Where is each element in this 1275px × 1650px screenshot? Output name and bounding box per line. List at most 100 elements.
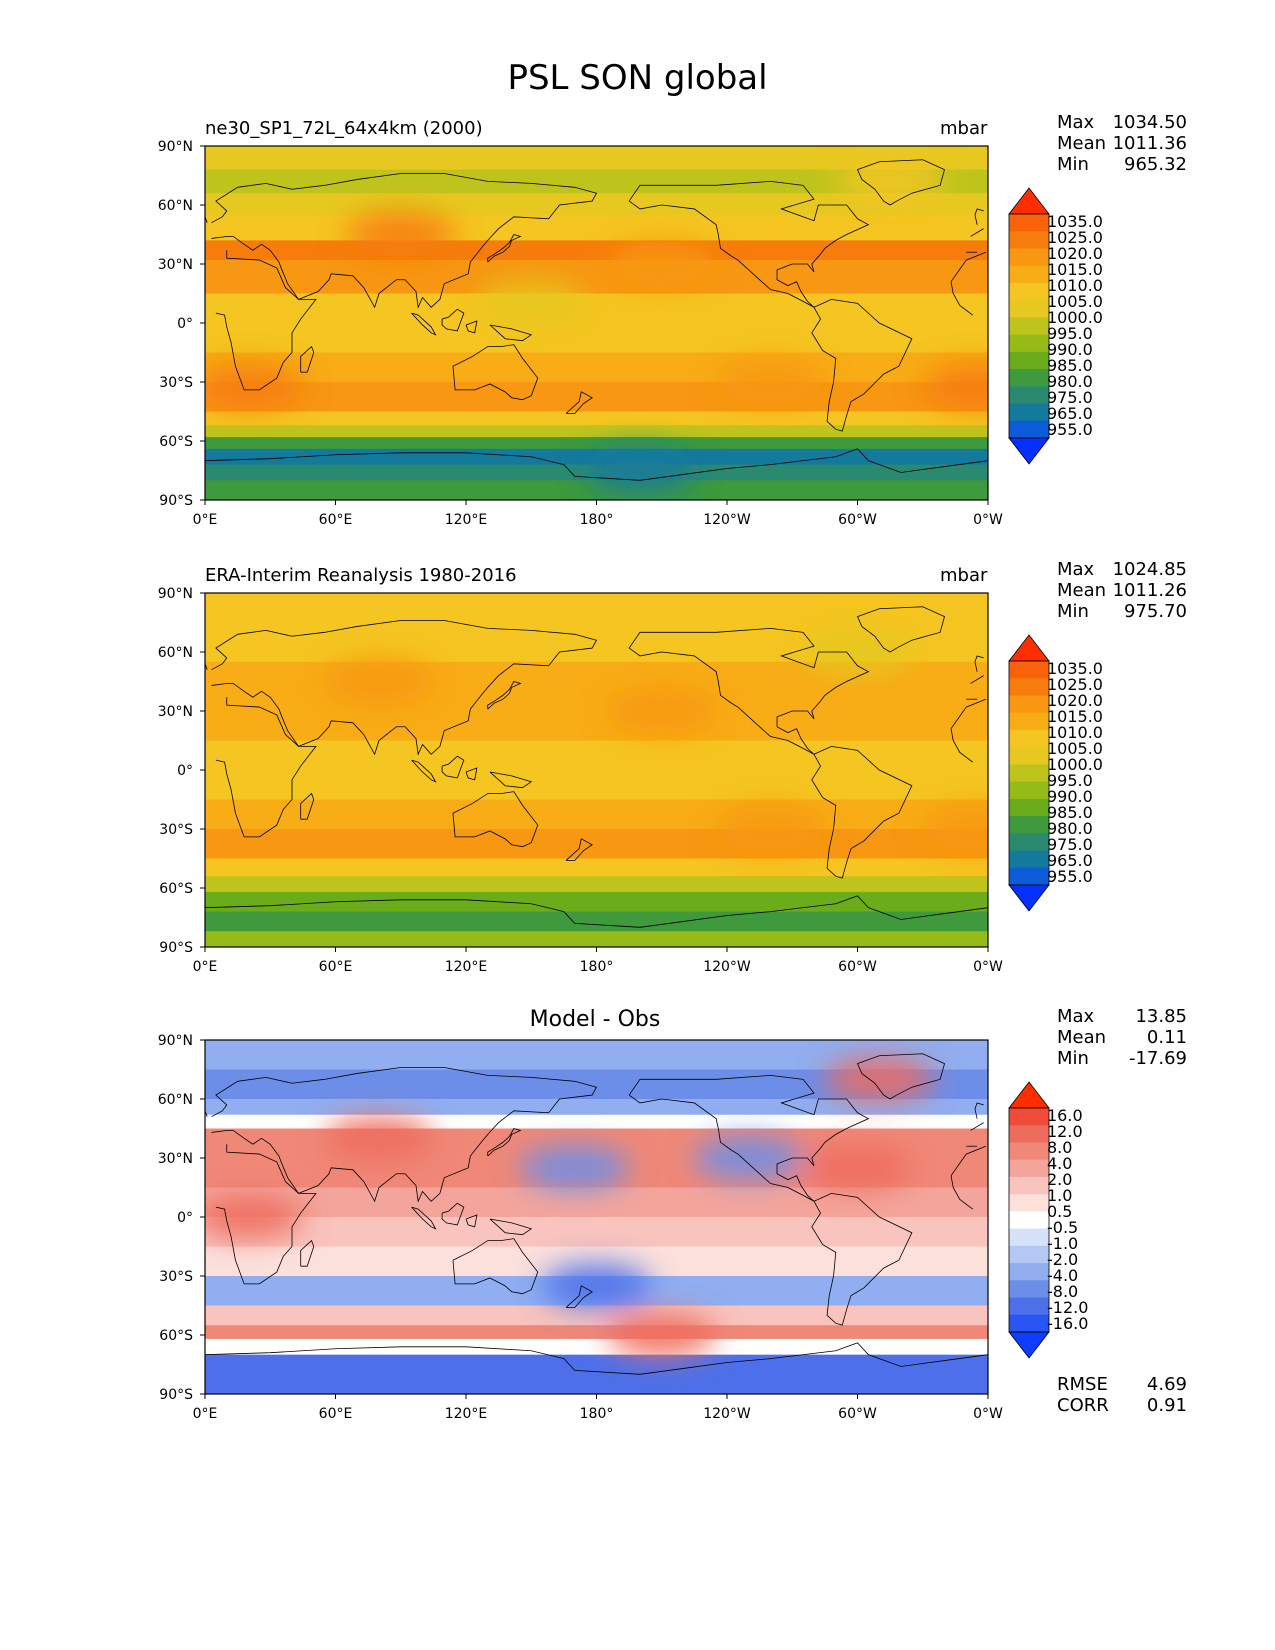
lat-band	[205, 193, 988, 216]
stat-max: Max 1024.85	[1057, 559, 1187, 580]
field-anomaly	[824, 1057, 935, 1102]
colorbar-segment	[1009, 386, 1049, 404]
lat-band	[205, 480, 988, 500]
colorbar-segment	[1009, 1176, 1049, 1195]
field-anomaly	[345, 212, 456, 257]
coastline	[211, 173, 598, 309]
field-anomaly	[715, 807, 826, 851]
colorbar-extend-max	[1008, 187, 1050, 215]
stat-corr: CORR 0.91	[1057, 1395, 1187, 1416]
coastline	[811, 745, 913, 879]
coastline	[411, 759, 437, 783]
y-tick-label: 60°S	[159, 1328, 193, 1344]
coastline	[628, 627, 870, 755]
colorbar-segment	[1009, 1314, 1049, 1333]
coastline	[489, 324, 533, 342]
lat-band	[205, 1217, 988, 1248]
colorbar-label: 1025.0	[1047, 228, 1103, 247]
colorbar-segment	[1009, 1280, 1049, 1298]
field-anomaly	[802, 1145, 913, 1190]
colorbar-label: 1020.0	[1047, 691, 1103, 710]
coastline	[974, 208, 984, 225]
field-anomaly	[476, 281, 587, 326]
colorbar-label: 955.0	[1047, 867, 1093, 886]
map-model: 90°N 60°N 30°N 0° 30°S 60°S 90°S0°E 60°E 120°E 18…	[158, 139, 1103, 528]
colorbar-segment	[1009, 1159, 1049, 1178]
lat-band	[205, 770, 988, 801]
coastline	[950, 251, 986, 282]
coastline	[300, 792, 315, 820]
field-anomaly	[606, 242, 717, 286]
colorbar-segment	[1009, 1228, 1049, 1247]
coastline	[215, 1144, 317, 1285]
colorbar: 1035.01025.01020.01015.01010.01005.01000…	[1008, 634, 1103, 912]
x-tick-label: 180°	[580, 512, 614, 528]
colorbar-label: 985.0	[1047, 356, 1093, 375]
colorbar-segment	[1009, 1125, 1049, 1143]
coastline	[465, 1214, 478, 1228]
colorbar-segment	[1009, 300, 1049, 318]
page-title: PSL SON global	[507, 58, 768, 98]
y-tick-label: 60°N	[158, 645, 193, 661]
colorbar-label: -0.5	[1047, 1218, 1078, 1237]
field-anomaly	[835, 159, 946, 204]
x-tick-label: 0°E	[193, 512, 218, 528]
y-tick-label: 30°N	[158, 704, 193, 720]
colorbar-segment	[1009, 1211, 1049, 1230]
y-tick-label: 0°	[177, 763, 193, 779]
y-tick-label: 60°N	[158, 198, 193, 214]
colorbar-label: -2.0	[1047, 1250, 1078, 1269]
colorbar-segment	[1009, 695, 1049, 714]
colorbar-label: 1.0	[1047, 1186, 1072, 1205]
x-tick-label: 120°E	[445, 959, 488, 975]
field-anomaly	[519, 1145, 630, 1190]
lat-band	[205, 829, 988, 860]
x-tick-label: 180°	[580, 959, 614, 975]
colorbar-label: 1015.0	[1047, 707, 1103, 726]
coastline	[205, 448, 988, 481]
colorbar-label: -4.0	[1047, 1266, 1078, 1285]
panel-units: mbar	[940, 565, 988, 586]
coastline	[489, 1218, 533, 1236]
y-tick-label: 60°S	[159, 434, 193, 450]
coastline	[300, 345, 315, 373]
colorbar-segment	[1009, 231, 1049, 249]
colorbar-label: -16.0	[1047, 1314, 1088, 1333]
lat-band	[205, 323, 988, 354]
colorbar-label: 1035.0	[1047, 659, 1103, 678]
coastline	[211, 1067, 598, 1203]
x-tick-label: 0°E	[193, 959, 218, 975]
coastline	[411, 1206, 437, 1230]
x-tick-label: 120°W	[703, 959, 751, 975]
y-tick-label: 30°S	[159, 375, 193, 391]
colorbar-segment	[1009, 781, 1049, 800]
colorbar-label: 1020.0	[1047, 244, 1103, 263]
colorbar-segment	[1009, 317, 1049, 336]
colorbar-label: 1000.0	[1047, 755, 1103, 774]
stat-mean: Mean 1011.36	[1057, 133, 1187, 154]
coastline	[856, 606, 945, 653]
lat-band	[205, 593, 988, 633]
heatmap-field	[205, 146, 988, 500]
coastline	[974, 655, 984, 672]
field-anomaly	[715, 360, 826, 404]
colorbar-segment	[1009, 729, 1049, 748]
y-tick-label: 0°	[177, 316, 193, 332]
y-tick-label: 30°S	[159, 1269, 193, 1285]
panel-subtitle-left: ERA-Interim Reanalysis 1980-2016	[205, 565, 517, 586]
colorbar-label: 975.0	[1047, 388, 1093, 407]
lat-band	[205, 1325, 988, 1340]
coastlines	[205, 159, 988, 481]
stat-rmse: RMSE 4.69	[1057, 1374, 1187, 1395]
lat-band	[205, 691, 988, 712]
colorbar-label: 985.0	[1047, 803, 1093, 822]
colorbar-segment	[1009, 798, 1049, 817]
y-tick-label: 60°S	[159, 881, 193, 897]
x-tick-label: 120°E	[445, 1406, 488, 1422]
panel-subtitle-center: Model - Obs	[529, 1007, 661, 1032]
colorbar-segment	[1009, 867, 1049, 886]
coastline	[856, 159, 945, 206]
lat-band	[205, 214, 988, 241]
colorbar-extend-min	[1008, 437, 1050, 465]
lat-band	[205, 260, 988, 295]
